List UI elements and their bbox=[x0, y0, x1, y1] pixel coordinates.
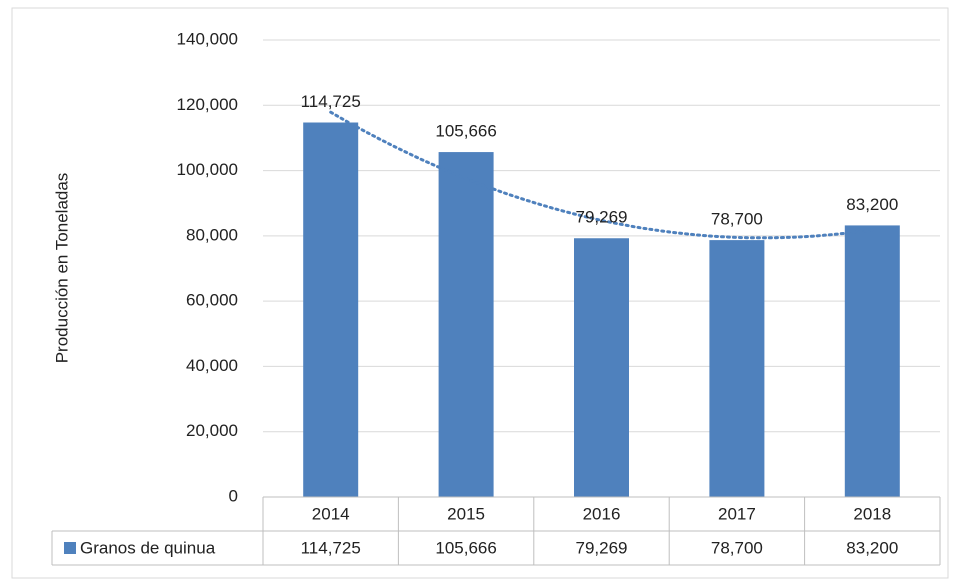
y-tick-label: 120,000 bbox=[177, 95, 238, 114]
trendline bbox=[329, 110, 874, 240]
table-value: 78,700 bbox=[711, 538, 763, 557]
y-tick-label: 20,000 bbox=[186, 421, 238, 440]
y-tick-label: 80,000 bbox=[186, 225, 238, 244]
table-value: 105,666 bbox=[435, 538, 496, 557]
y-axis-label: Producción en Toneladas bbox=[52, 173, 71, 364]
x-tick-label: 2018 bbox=[853, 504, 891, 523]
bar bbox=[303, 122, 359, 497]
bar bbox=[709, 240, 765, 497]
table-value: 83,200 bbox=[846, 538, 898, 557]
bar bbox=[844, 225, 900, 497]
data-label: 79,269 bbox=[576, 208, 628, 227]
x-tick-label: 2015 bbox=[447, 504, 485, 523]
data-label: 105,666 bbox=[435, 122, 496, 141]
legend-key bbox=[64, 542, 76, 554]
y-tick-label: 60,000 bbox=[186, 291, 238, 310]
table-value: 79,269 bbox=[576, 538, 628, 557]
data-label: 114,725 bbox=[301, 92, 361, 111]
x-tick-label: 2016 bbox=[583, 504, 621, 523]
x-tick-label: 2014 bbox=[312, 504, 350, 523]
data-label: 78,700 bbox=[711, 210, 763, 229]
y-tick-label: 140,000 bbox=[177, 29, 238, 48]
x-tick-label: 2017 bbox=[718, 504, 756, 523]
table-value: 114,725 bbox=[301, 538, 361, 557]
y-tick-label: 100,000 bbox=[177, 160, 238, 179]
data-label: 83,200 bbox=[846, 195, 898, 214]
bar bbox=[574, 238, 629, 497]
bar bbox=[438, 152, 494, 497]
legend-label: Granos de quinua bbox=[80, 538, 216, 557]
y-tick-label: 0 bbox=[229, 486, 238, 505]
y-tick-label: 40,000 bbox=[186, 356, 238, 375]
